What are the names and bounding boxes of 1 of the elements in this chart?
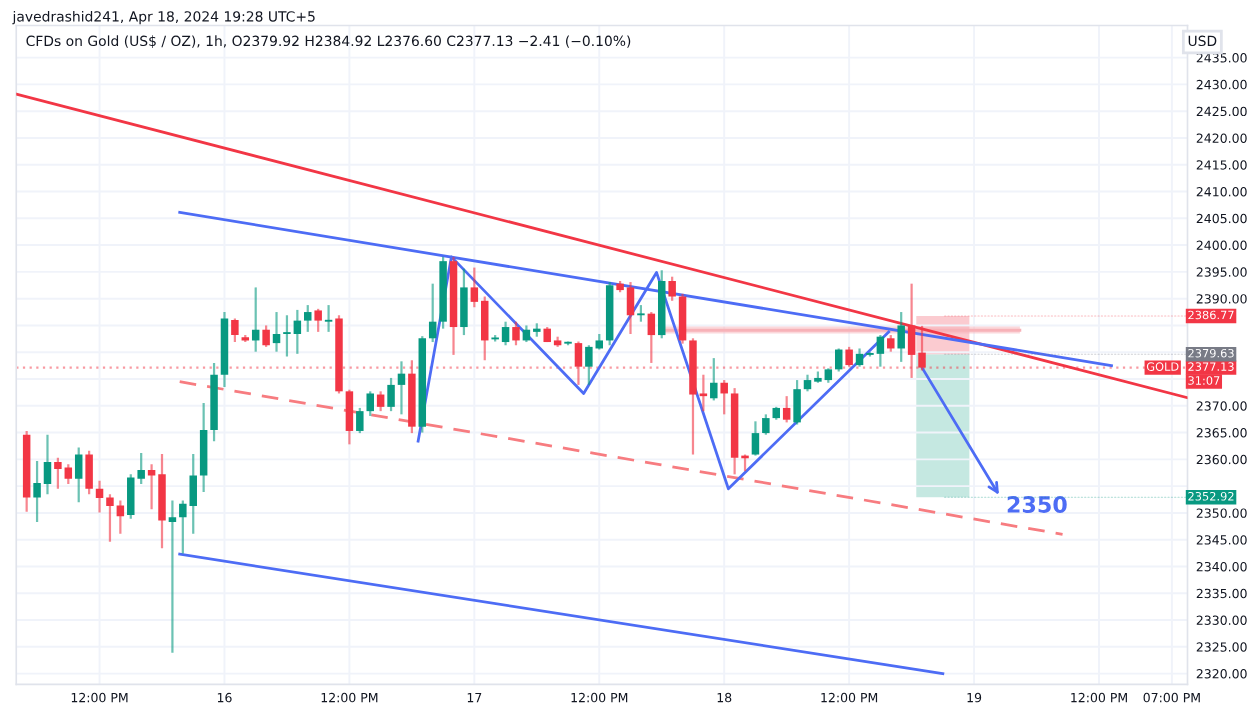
annotation: 2350	[1007, 496, 1067, 513]
